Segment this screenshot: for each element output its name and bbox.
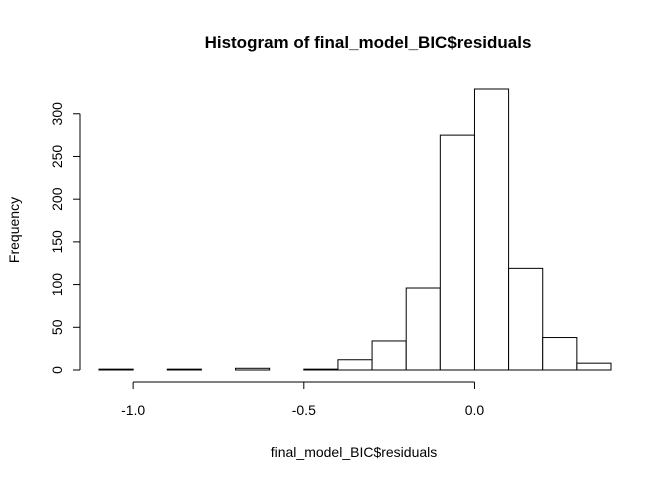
histogram-bar (508, 267, 544, 371)
chart-title: Histogram of final_model_BIC$residuals (205, 33, 532, 52)
y-tick-label: 100 (49, 273, 65, 297)
y-axis: 0 50 100 150 200 250 300 (49, 102, 81, 374)
histogram-bar (98, 368, 134, 371)
histogram-bar (371, 340, 407, 371)
histogram-bar (235, 367, 271, 371)
y-axis-label: Frequency (6, 197, 22, 263)
y-tick-label: 300 (49, 102, 65, 126)
x-tick-label: -1.0 (121, 402, 145, 418)
histogram-bar (337, 359, 373, 371)
y-tick-label: 50 (49, 319, 65, 335)
bars-group (98, 88, 612, 371)
x-axis-label: final_model_BIC$residuals (271, 444, 438, 460)
y-tick-label: 250 (49, 145, 65, 169)
x-tick-label: -0.5 (292, 402, 316, 418)
y-tick-label: 0 (49, 366, 65, 374)
histogram-bar (576, 362, 612, 371)
x-tick-label: 0.0 (465, 402, 485, 418)
histogram-bar (405, 287, 441, 371)
histogram-bar (542, 337, 578, 371)
x-axis: -1.0 -0.5 0.0 (121, 381, 485, 418)
y-tick-label: 150 (49, 230, 65, 254)
histogram-bar (473, 88, 510, 371)
histogram-bar (166, 368, 202, 371)
y-tick-label: 200 (49, 187, 65, 211)
histogram-bar (303, 368, 339, 371)
histogram-bar (439, 134, 475, 371)
